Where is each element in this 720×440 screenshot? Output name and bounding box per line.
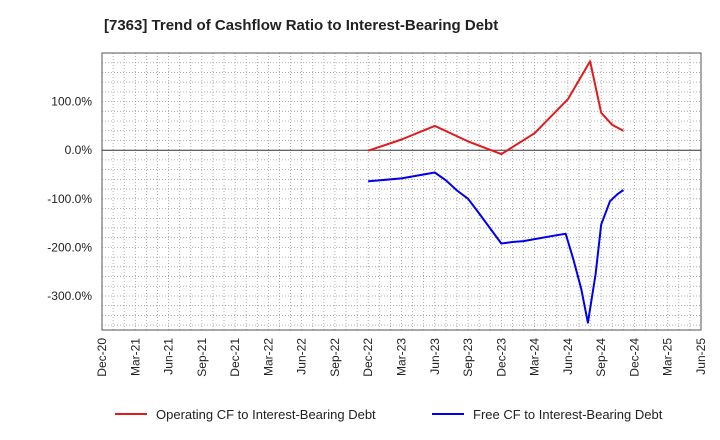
y-tick-label: 100.0% (51, 95, 92, 109)
x-tick-label: Mar-22 (261, 338, 275, 376)
legend-operating-cf-label: Operating CF to Interest-Bearing Debt (156, 407, 376, 422)
y-tick-label: -100.0% (47, 192, 92, 206)
series-group (367, 60, 624, 324)
operating-cf-line (367, 60, 624, 156)
x-tick-label: Dec-20 (95, 338, 109, 377)
x-tick-label: Jun-21 (162, 338, 176, 375)
y-axis: 100.0% 0.0% -100.0% -200.0% -300.0% (47, 95, 92, 303)
grid (102, 53, 701, 330)
x-tick-label: Sep-21 (195, 338, 209, 377)
x-tick-label: Mar-25 (661, 338, 675, 376)
free-cf-line (368, 171, 624, 324)
chart-title: [7363] Trend of Cashflow Ratio to Intere… (104, 17, 498, 34)
x-axis: Dec-20 Mar-21 Jun-21 Sep-21 Dec-21 Mar-22 Jun-… (95, 338, 708, 377)
x-tick-label: Sep-22 (328, 338, 342, 377)
y-tick-label: 0.0% (65, 143, 93, 157)
x-tick-label: Mar-21 (128, 338, 142, 376)
y-tick-label: -200.0% (47, 240, 92, 254)
x-tick-label: Dec-21 (228, 338, 242, 377)
x-tick-label: Dec-24 (627, 338, 641, 377)
y-tick-label: -300.0% (47, 289, 92, 303)
x-tick-label: Mar-23 (395, 338, 409, 376)
x-tick-label: Dec-22 (361, 338, 375, 377)
x-tick-label: Sep-24 (594, 338, 608, 377)
x-tick-label: Mar-24 (528, 338, 542, 376)
plot-area (101, 52, 702, 331)
x-tick-label: Jun-24 (561, 338, 575, 375)
x-tick-label: Jun-23 (428, 338, 442, 375)
legend: Operating CF to Interest-Bearing Debt Fre… (115, 407, 663, 422)
x-tick-label: Jun-25 (694, 338, 708, 375)
x-tick-label: Jun-22 (295, 338, 309, 375)
legend-free-cf-label: Free CF to Interest-Bearing Debt (473, 407, 663, 422)
x-tick-label: Dec-23 (494, 338, 508, 377)
x-tick-label: Sep-23 (461, 338, 475, 377)
